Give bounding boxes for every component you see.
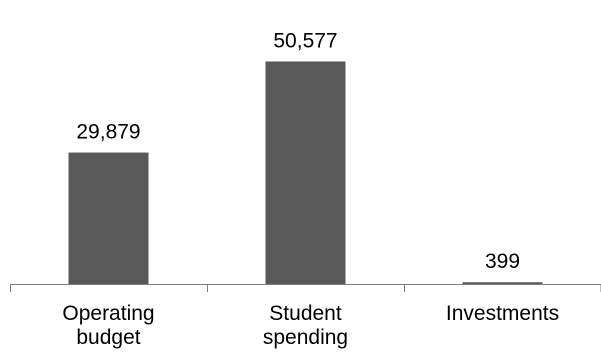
category-label: Investments — [446, 302, 559, 325]
category-label: Operating budget — [62, 302, 154, 349]
category-label-line: Investments — [446, 302, 559, 325]
category-label-line: budget — [76, 326, 140, 349]
x-axis — [10, 284, 601, 292]
bar — [68, 152, 149, 284]
category-label-line: Operating — [62, 302, 154, 325]
bars — [68, 61, 543, 285]
data-label: 50,577 — [273, 29, 337, 52]
bar — [462, 282, 543, 284]
data-label: 29,879 — [76, 121, 140, 144]
category-label-line: spending — [263, 326, 348, 349]
data-labels: 29,879 50,577 399 — [76, 29, 520, 273]
category-labels: Operating budget Student spending Investment… — [62, 302, 559, 349]
data-label: 399 — [485, 250, 520, 273]
category-label-line: Student — [269, 302, 342, 325]
category-label: Student spending — [263, 302, 348, 349]
bar — [265, 61, 346, 285]
